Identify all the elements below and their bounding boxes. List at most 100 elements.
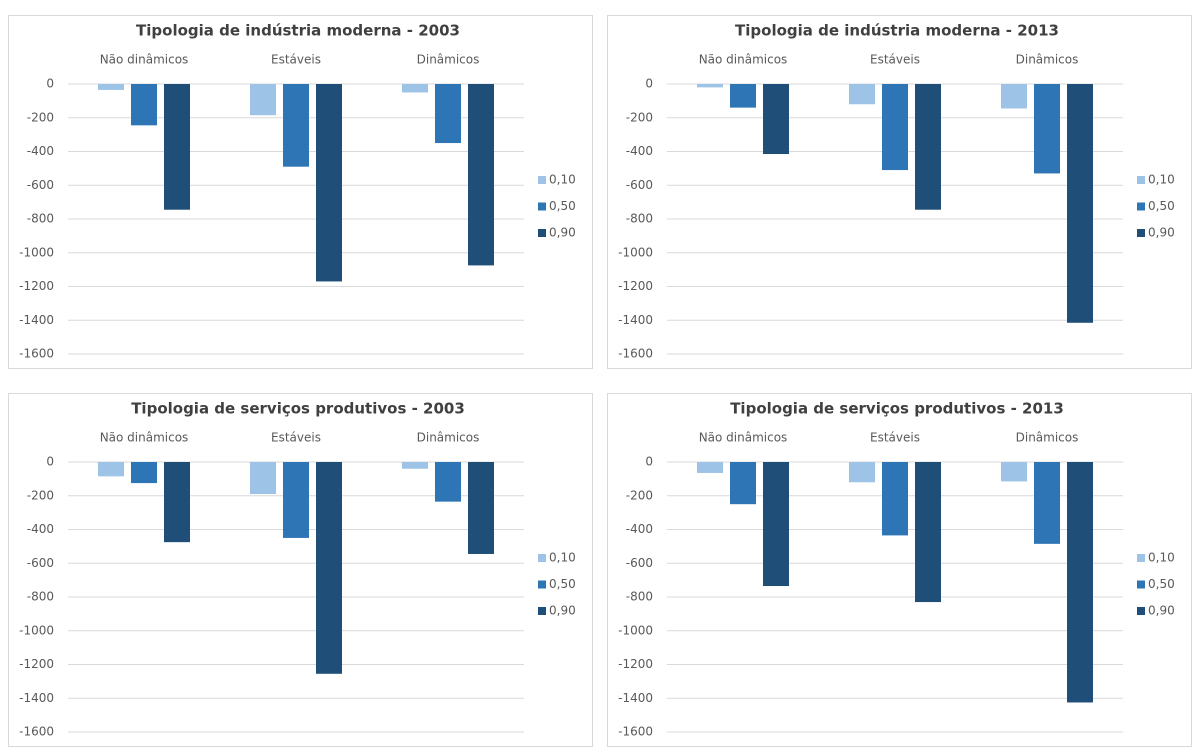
y-tick-label: 0 [645,77,653,91]
bar [316,84,342,282]
bar [915,84,941,210]
bar [697,84,723,88]
legend-swatch [538,202,546,211]
y-tick-label: -800 [626,212,653,226]
legend-swatch [1137,202,1145,211]
y-tick-label: -1400 [618,313,653,327]
y-tick-label: 0 [46,77,54,91]
legend-swatch [538,229,546,237]
y-tick-label: -400 [626,522,653,536]
bar [849,84,875,105]
category-label: Estáveis [870,431,920,445]
y-tick-label: -1600 [19,725,54,739]
y-tick-label: -400 [27,522,54,536]
y-tick-label: -1200 [19,657,54,671]
y-tick-label: 0 [645,455,653,469]
y-tick-label: -1200 [19,279,54,293]
legend-swatch [538,554,546,562]
y-tick-label: -1000 [19,623,54,637]
y-tick-label: -600 [27,178,54,192]
chart-title: Tipologia de indústria moderna - 2013 [735,22,1059,40]
legend-label: 0,90 [549,604,576,618]
y-tick-label: -1400 [618,691,653,705]
bar [882,462,908,536]
category-label: Estáveis [271,53,321,67]
chart-title: Tipologia de serviços produtivos - 2013 [730,400,1064,418]
legend-label: 0,50 [549,577,576,591]
bar [98,462,124,477]
y-tick-label: -1200 [618,657,653,671]
bar [697,462,723,473]
bar [164,84,190,210]
category-label: Dinâmicos [417,431,480,445]
bar [763,84,789,155]
y-tick-label: -200 [626,488,653,502]
bar [763,462,789,587]
legend-label: 0,90 [1148,226,1175,240]
legend-swatch [1137,580,1145,589]
y-tick-label: 0 [46,455,54,469]
bar [468,462,494,554]
category-label: Dinâmicos [1016,431,1079,445]
y-tick-label: -1200 [618,279,653,293]
bar [435,462,461,502]
chart-title: Tipologia de serviços produtivos - 2003 [131,400,465,418]
category-label: Não dinâmicos [100,431,189,445]
bar [250,462,276,495]
y-tick-label: -400 [626,144,653,158]
bar [882,84,908,171]
y-tick-label: -1000 [618,245,653,259]
y-tick-label: -200 [27,110,54,124]
bar [164,462,190,543]
y-tick-label: -1000 [618,623,653,637]
y-tick-label: -800 [27,212,54,226]
category-label: Dinâmicos [417,53,480,67]
legend-label: 0,10 [1148,551,1175,565]
bar [316,462,342,674]
y-tick-label: -200 [27,488,54,502]
y-tick-label: -600 [626,556,653,570]
bar [283,462,309,538]
category-label: Estáveis [870,53,920,67]
legend-swatch [1137,607,1145,615]
legend-swatch [1137,229,1145,237]
category-label: Não dinâmicos [100,53,189,67]
category-label: Não dinâmicos [699,431,788,445]
bar [1034,462,1060,544]
legend-swatch [538,176,546,184]
y-tick-label: -1600 [19,347,54,361]
bar [730,84,756,108]
bar [402,462,428,469]
bar [283,84,309,167]
legend-swatch [538,607,546,615]
legend-swatch [1137,176,1145,184]
legend-label: 0,90 [549,226,576,240]
y-tick-label: -400 [27,144,54,158]
y-tick-label: -200 [626,110,653,124]
legend-label: 0,10 [549,551,576,565]
legend-label: 0,50 [549,199,576,213]
y-tick-label: -1400 [19,691,54,705]
legend-label: 0,90 [1148,604,1175,618]
legend-label: 0,50 [1148,577,1175,591]
y-tick-label: -600 [626,178,653,192]
category-label: Dinâmicos [1016,53,1079,67]
y-tick-label: -800 [626,590,653,604]
chart-panel: Tipologia de indústria moderna - 2013 0 -2… [607,15,1192,369]
legend-swatch [538,580,546,589]
chart-title: Tipologia de indústria moderna - 2003 [136,22,460,40]
bar [98,84,124,90]
y-tick-label: -1600 [618,725,653,739]
bar [131,462,157,484]
panel-border [607,15,1192,369]
y-tick-label: -1600 [618,347,653,361]
bar [1001,84,1027,109]
legend-swatch [1137,554,1145,562]
legend-label: 0,10 [1148,173,1175,187]
bar [730,462,756,505]
panel-border [8,15,593,369]
bar [1067,462,1093,703]
y-tick-label: -800 [27,590,54,604]
category-label: Não dinâmicos [699,53,788,67]
